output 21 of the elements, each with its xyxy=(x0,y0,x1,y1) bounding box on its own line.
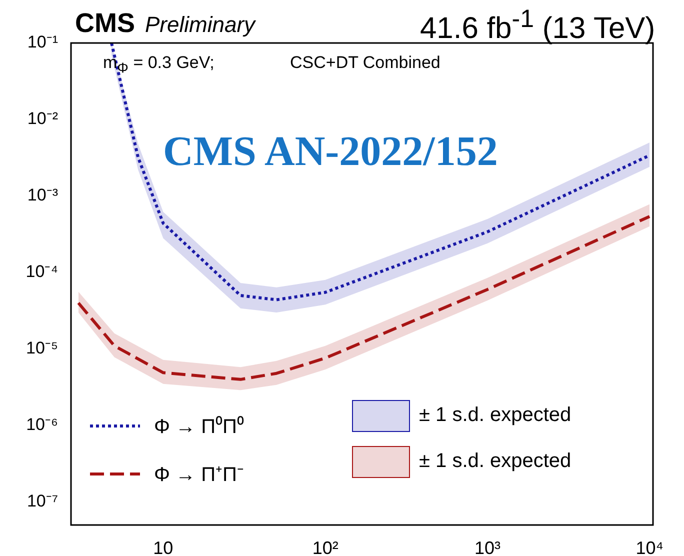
y-tick-label: 10⁻⁵ xyxy=(26,338,58,358)
y-tick-label: 10⁻¹ xyxy=(27,32,58,52)
legend-label: Φ → Π⁰Π⁰ xyxy=(154,415,244,439)
annotation: ± 1 s.d. expected xyxy=(419,450,572,473)
y-tick-label: 10⁻³ xyxy=(27,186,58,205)
x-tick-label: 10³ xyxy=(474,538,500,556)
annotation: CMS AN-2022/152 xyxy=(163,128,498,176)
chart-subtitle: Preliminary xyxy=(145,12,256,38)
annotation: 41.6 fb$^{-1}$ (13 TeV) xyxy=(420,5,656,46)
annotation: CSC+DT Combined xyxy=(290,53,440,73)
annotation: ± 1 s.d. expected xyxy=(419,404,572,427)
x-tick-label: 10² xyxy=(312,538,338,556)
y-tick-label: 10⁻⁴ xyxy=(26,262,58,282)
legend-label: Φ → Π⁺Π⁻ xyxy=(154,463,244,487)
annotation: m$_{Φ}$ = 0.3 GeV; xyxy=(103,53,214,76)
x-tick-label: 10 xyxy=(153,538,174,556)
y-tick-label: 10⁻² xyxy=(27,109,58,128)
x-tick-label: 10⁴ xyxy=(636,538,664,556)
chart-title: CMS xyxy=(75,8,135,39)
y-tick-label: 10⁻⁷ xyxy=(26,492,58,511)
y-tick-label: 10⁻⁶ xyxy=(26,415,58,434)
